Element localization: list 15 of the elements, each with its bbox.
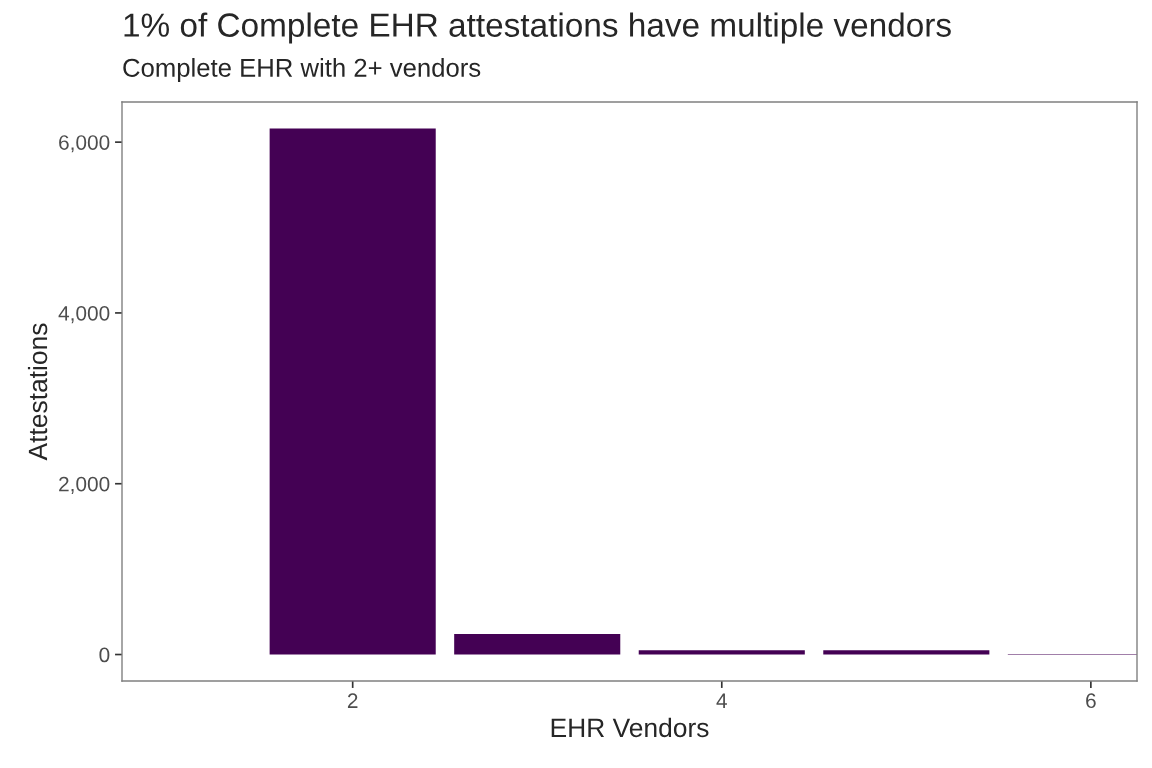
bar: [454, 634, 621, 655]
x-tick-label: 4: [716, 693, 727, 708]
y-axis-title: Attestations: [27, 323, 48, 461]
x-axis-title: EHR Vendors: [551, 717, 709, 738]
x-tick-label: 6: [1086, 693, 1096, 709]
chart-subtitle: Complete EHR with 2+ vendors: [123, 58, 481, 82]
y-tick-label: 0: [99, 647, 110, 663]
bar: [823, 650, 990, 655]
x-tick-label: 2: [347, 693, 358, 708]
bar: [269, 128, 436, 655]
y-tick-label: 4,000: [58, 305, 110, 324]
chart-title: 1% of Complete EHR attestations have multiple vendors: [124, 12, 951, 44]
y-tick-label: 2,000: [59, 476, 110, 494]
bar: [638, 650, 805, 655]
y-tick-label: 6,000: [59, 135, 110, 153]
